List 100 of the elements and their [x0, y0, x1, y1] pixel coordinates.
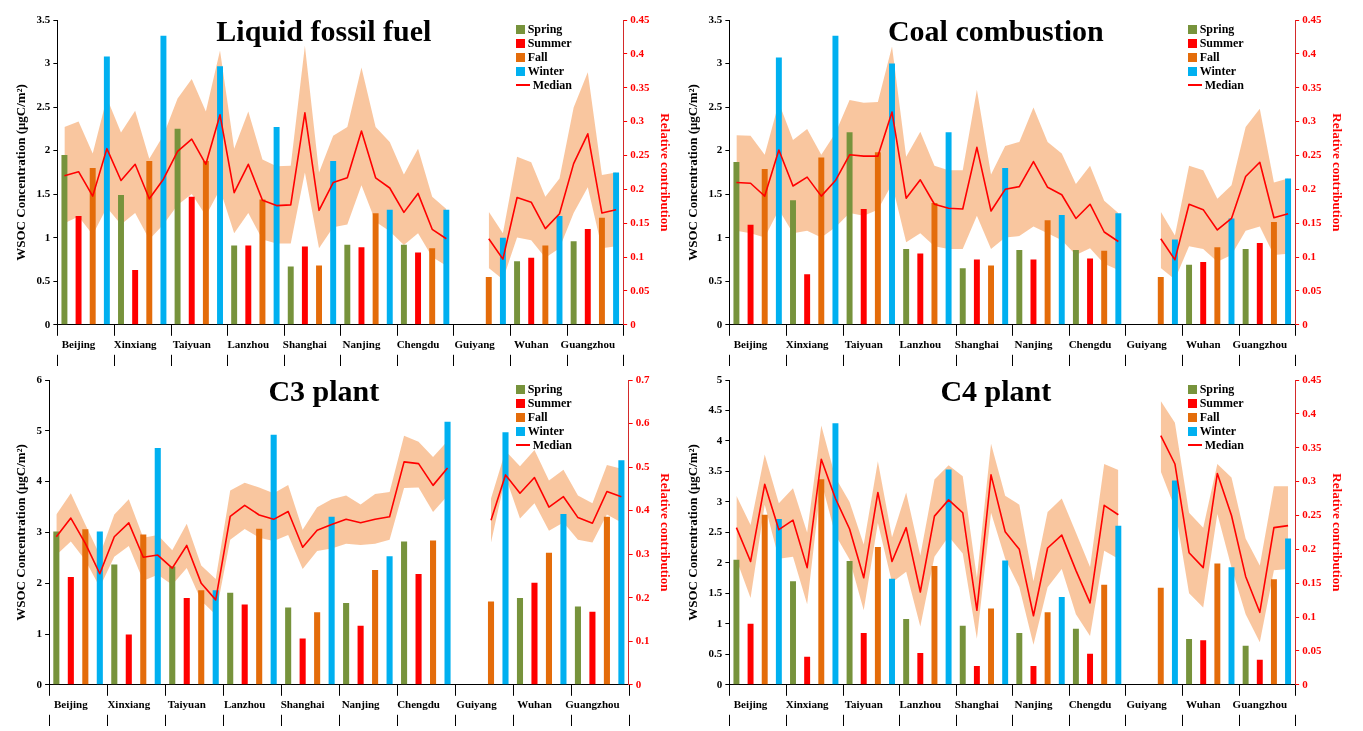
legend-label: Median [1204, 438, 1244, 452]
y2-tick-label: 0.05 [1302, 643, 1322, 656]
bar [202, 161, 209, 325]
bar [1044, 220, 1051, 325]
bar [917, 653, 924, 685]
bar [386, 556, 393, 685]
y2-tick-label: 0.3 [1302, 114, 1317, 127]
bar [761, 168, 768, 325]
y-tick-label: 6 [36, 372, 43, 385]
bar [357, 625, 364, 685]
bar [174, 128, 181, 325]
legend-label: Fall [527, 50, 548, 64]
bar [1256, 242, 1263, 325]
bar [747, 224, 754, 325]
bar [1270, 579, 1277, 685]
bar [959, 625, 966, 685]
y-tick-label: 2 [36, 576, 43, 589]
bar [89, 168, 96, 325]
bar [212, 590, 219, 685]
x-tick-label: Taiyuan [167, 698, 206, 711]
y2-axis-title: Relative contribution [1329, 113, 1345, 233]
bar [1242, 249, 1249, 325]
y-tick-label: 3.5 [708, 464, 723, 477]
y2-tick-label: 0.05 [1302, 283, 1322, 296]
bar [372, 213, 379, 325]
y2-tick-label: 0 [1302, 317, 1309, 330]
y-tick-label: 3.5 [36, 12, 51, 25]
bar [1242, 645, 1249, 685]
legend-label: Fall [527, 410, 548, 424]
bar [96, 531, 103, 685]
bar [860, 632, 867, 685]
y2-tick-label: 0.6 [635, 416, 650, 429]
bar [344, 244, 351, 325]
bar [285, 607, 292, 685]
legend-label: Winter [527, 424, 565, 438]
bar [314, 612, 321, 685]
legend-label: Summer [527, 396, 572, 410]
y-tick-label: 1 [44, 230, 51, 243]
bar [75, 215, 82, 325]
bar [358, 247, 365, 325]
bar [227, 592, 234, 685]
bar [1016, 632, 1023, 685]
bar [169, 566, 176, 685]
bar [273, 127, 280, 325]
bar [372, 569, 379, 685]
bar [386, 209, 393, 325]
y2-tick-label: 0.3 [630, 114, 645, 127]
x-tick-label: Lanzhou [227, 338, 270, 351]
x-tick-label: Taiyuan [844, 698, 883, 711]
x-tick-label: Shanghai [280, 698, 325, 711]
bar [818, 157, 825, 325]
x-tick-label: Guangzhou [560, 338, 615, 351]
y2-tick-label: 0.45 [1302, 372, 1322, 385]
bar [584, 229, 591, 325]
y-tick-label: 0 [716, 317, 723, 330]
x-tick-label: Lanzhou [223, 698, 266, 711]
bar [1030, 665, 1037, 685]
x-tick-label: Nanjing [341, 698, 381, 711]
bar [82, 529, 89, 685]
bar [103, 56, 110, 325]
bar [545, 552, 553, 685]
bar [259, 199, 266, 325]
legend-label: Spring [527, 22, 563, 36]
x-tick-label: Nanjing [342, 338, 381, 351]
y2-tick-label: 0.45 [630, 12, 650, 25]
legend-label: Median [532, 438, 572, 452]
y2-tick-label: 0.05 [630, 283, 650, 296]
bar [1285, 178, 1292, 325]
x-tick-label: Wuhan [1185, 338, 1221, 351]
x-tick-label: Xinxiang [107, 698, 151, 711]
y2-tick-label: 0.3 [635, 547, 650, 560]
y2-axis-title: Relative contribution [657, 113, 673, 233]
bar [846, 132, 853, 325]
y2-tick-label: 0.4 [1302, 406, 1317, 419]
bar [1214, 247, 1221, 325]
bar [1002, 168, 1009, 325]
y-tick-label: 1 [36, 626, 43, 639]
bar [973, 665, 980, 685]
legend-label: Winter [527, 64, 565, 78]
bar [415, 574, 422, 685]
y-tick-label: 0.5 [708, 274, 723, 287]
bar [1101, 584, 1108, 685]
bar [889, 63, 895, 325]
x-tick-label: Guiyang [456, 698, 498, 711]
bar [1171, 480, 1178, 685]
bar [1270, 222, 1277, 325]
y-tick-label: 1 [716, 230, 723, 243]
bar [1256, 659, 1263, 685]
y-tick-label: 3 [36, 525, 43, 538]
bar [945, 132, 952, 325]
x-tick-label: Wuhan [513, 338, 549, 351]
x-tick-label: Wuhan [1185, 698, 1221, 711]
bar [1214, 563, 1221, 685]
y2-tick-label: 0.1 [630, 249, 644, 262]
bar [1058, 597, 1065, 685]
bar [415, 252, 422, 325]
y2-tick-label: 0.25 [630, 148, 650, 161]
bar [903, 618, 910, 685]
bar [1157, 276, 1164, 325]
y2-tick-label: 0.2 [1302, 542, 1317, 555]
